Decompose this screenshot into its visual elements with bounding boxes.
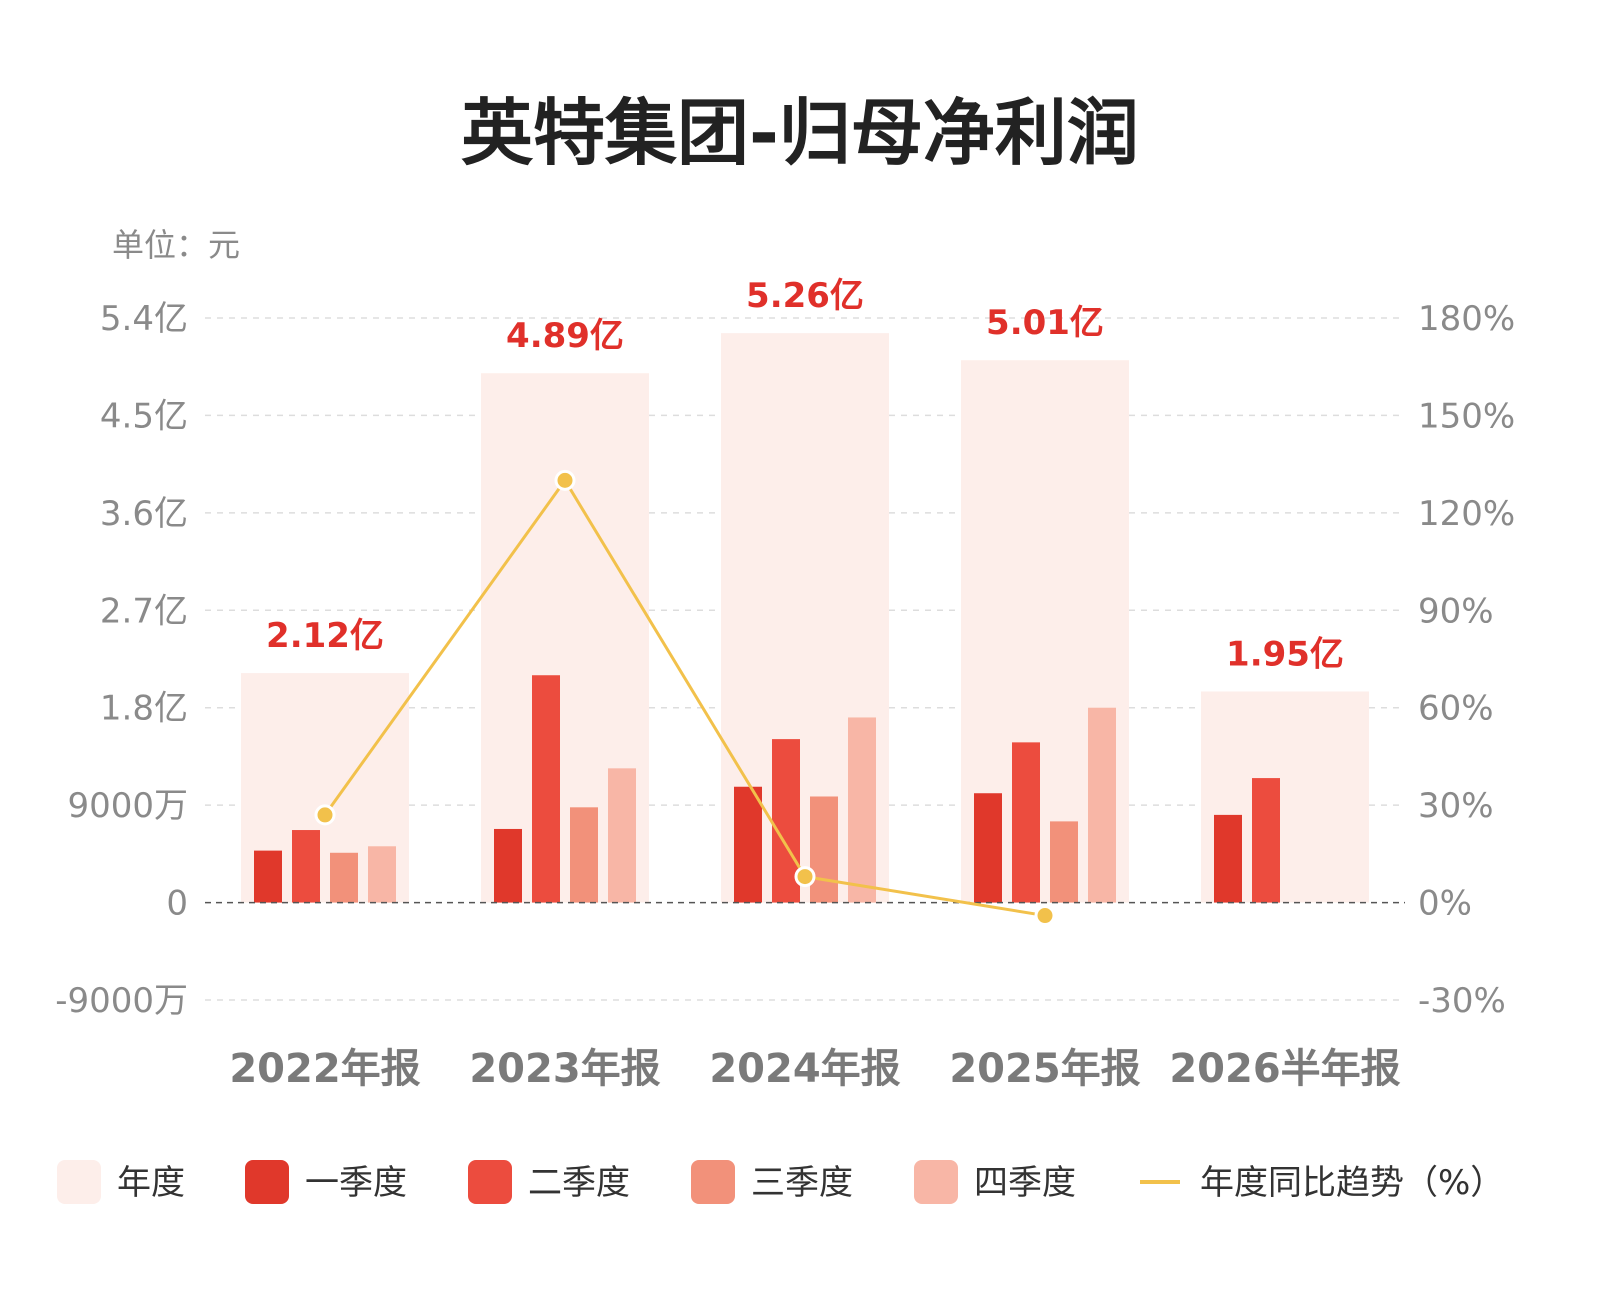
y2-tick-label: 0%	[1418, 884, 1472, 924]
x-category-label: 2023年报	[469, 1046, 660, 1092]
legend-label: 年度同比趋势（%）	[1200, 1163, 1504, 1203]
quarter-bar	[1088, 707, 1116, 903]
y-tick-label: 4.5亿	[100, 396, 188, 436]
y2-tick-label: -30%	[1418, 981, 1506, 1021]
annual-total-label: 1.95亿	[1226, 634, 1344, 674]
quarter-bar	[1012, 742, 1040, 903]
legend-swatch	[914, 1160, 958, 1204]
x-category-label: 2026半年报	[1169, 1046, 1400, 1092]
quarter-bar	[1214, 814, 1242, 903]
y-tick-label: 5.4亿	[100, 299, 188, 339]
y2-tick-label: 150%	[1418, 396, 1515, 436]
annual-total-labels: 2.12亿 4.89亿 5.26亿 5.01亿 1.95亿	[266, 276, 1344, 674]
quarter-bars	[254, 675, 1280, 903]
legend-label: 年度	[117, 1163, 185, 1203]
y-tick-label: 1.8亿	[100, 689, 188, 729]
x-axis: 2022年报 2023年报 2024年报 2025年报 2026半年报	[229, 1046, 1400, 1092]
unit-label: 单位：元	[112, 226, 240, 264]
yoy-point	[794, 866, 816, 888]
yoy-point	[554, 469, 576, 491]
x-category-label: 2022年报	[229, 1046, 420, 1092]
yoy-line	[314, 469, 1056, 927]
quarter-bar	[1050, 821, 1078, 903]
legend-swatch	[57, 1160, 101, 1204]
yoy-point	[1034, 905, 1056, 927]
quarter-bar	[368, 846, 396, 903]
yoy-line-path	[323, 477, 1046, 918]
y-tick-label: -9000万	[55, 981, 188, 1021]
x-category-label: 2024年报	[709, 1046, 900, 1092]
annual-total-label: 2.12亿	[266, 616, 384, 656]
annual-total-label: 4.89亿	[506, 316, 624, 356]
legend-label: 三季度	[751, 1163, 853, 1203]
quarter-bar	[494, 828, 522, 903]
quarter-bar	[810, 796, 838, 903]
y-tick-label: 2.7亿	[100, 591, 188, 631]
chart-title: 英特集团-归母净利润	[461, 91, 1139, 175]
quarter-bar	[734, 786, 762, 903]
y-tick-label: 3.6亿	[100, 494, 188, 534]
y2-tick-label: 60%	[1418, 689, 1494, 729]
legend-label: 四季度	[974, 1163, 1076, 1203]
quarter-bar	[848, 717, 876, 903]
y2-tick-label: 120%	[1418, 494, 1515, 534]
legend: 年度 一季度 二季度 三季度 四季度 年度同比趋势（%）	[57, 1160, 1504, 1204]
legend-label: 二季度	[528, 1163, 630, 1203]
quarter-bar	[608, 768, 636, 903]
y-axis-left: -9000万 0 9000万 1.8亿 2.7亿 3.6亿 4.5亿 5.4亿	[55, 299, 188, 1021]
legend-label: 一季度	[305, 1163, 407, 1203]
quarter-bar	[254, 850, 282, 903]
annual-total-label: 5.01亿	[986, 303, 1104, 343]
y-tick-label: 9000万	[67, 786, 188, 826]
quarter-bar	[1252, 778, 1280, 903]
legend-swatch	[691, 1160, 735, 1204]
y-axis-right: -30% 0% 30% 60% 90% 120% 150% 180%	[1418, 299, 1515, 1021]
quarter-bar	[532, 675, 560, 903]
y2-tick-label: 30%	[1418, 786, 1494, 826]
annual-bars	[241, 333, 1369, 903]
yoy-point	[314, 804, 336, 826]
legend-swatch	[245, 1160, 289, 1204]
annual-total-label: 5.26亿	[746, 276, 864, 316]
quarter-bar	[974, 793, 1002, 903]
x-category-label: 2025年报	[949, 1046, 1140, 1092]
legend-swatch	[468, 1160, 512, 1204]
quarter-bar	[330, 852, 358, 903]
quarter-bar	[292, 830, 320, 903]
y-tick-label: 0	[166, 884, 188, 924]
y2-tick-label: 180%	[1418, 299, 1515, 339]
quarter-bar	[570, 807, 598, 903]
y2-tick-label: 90%	[1418, 591, 1494, 631]
